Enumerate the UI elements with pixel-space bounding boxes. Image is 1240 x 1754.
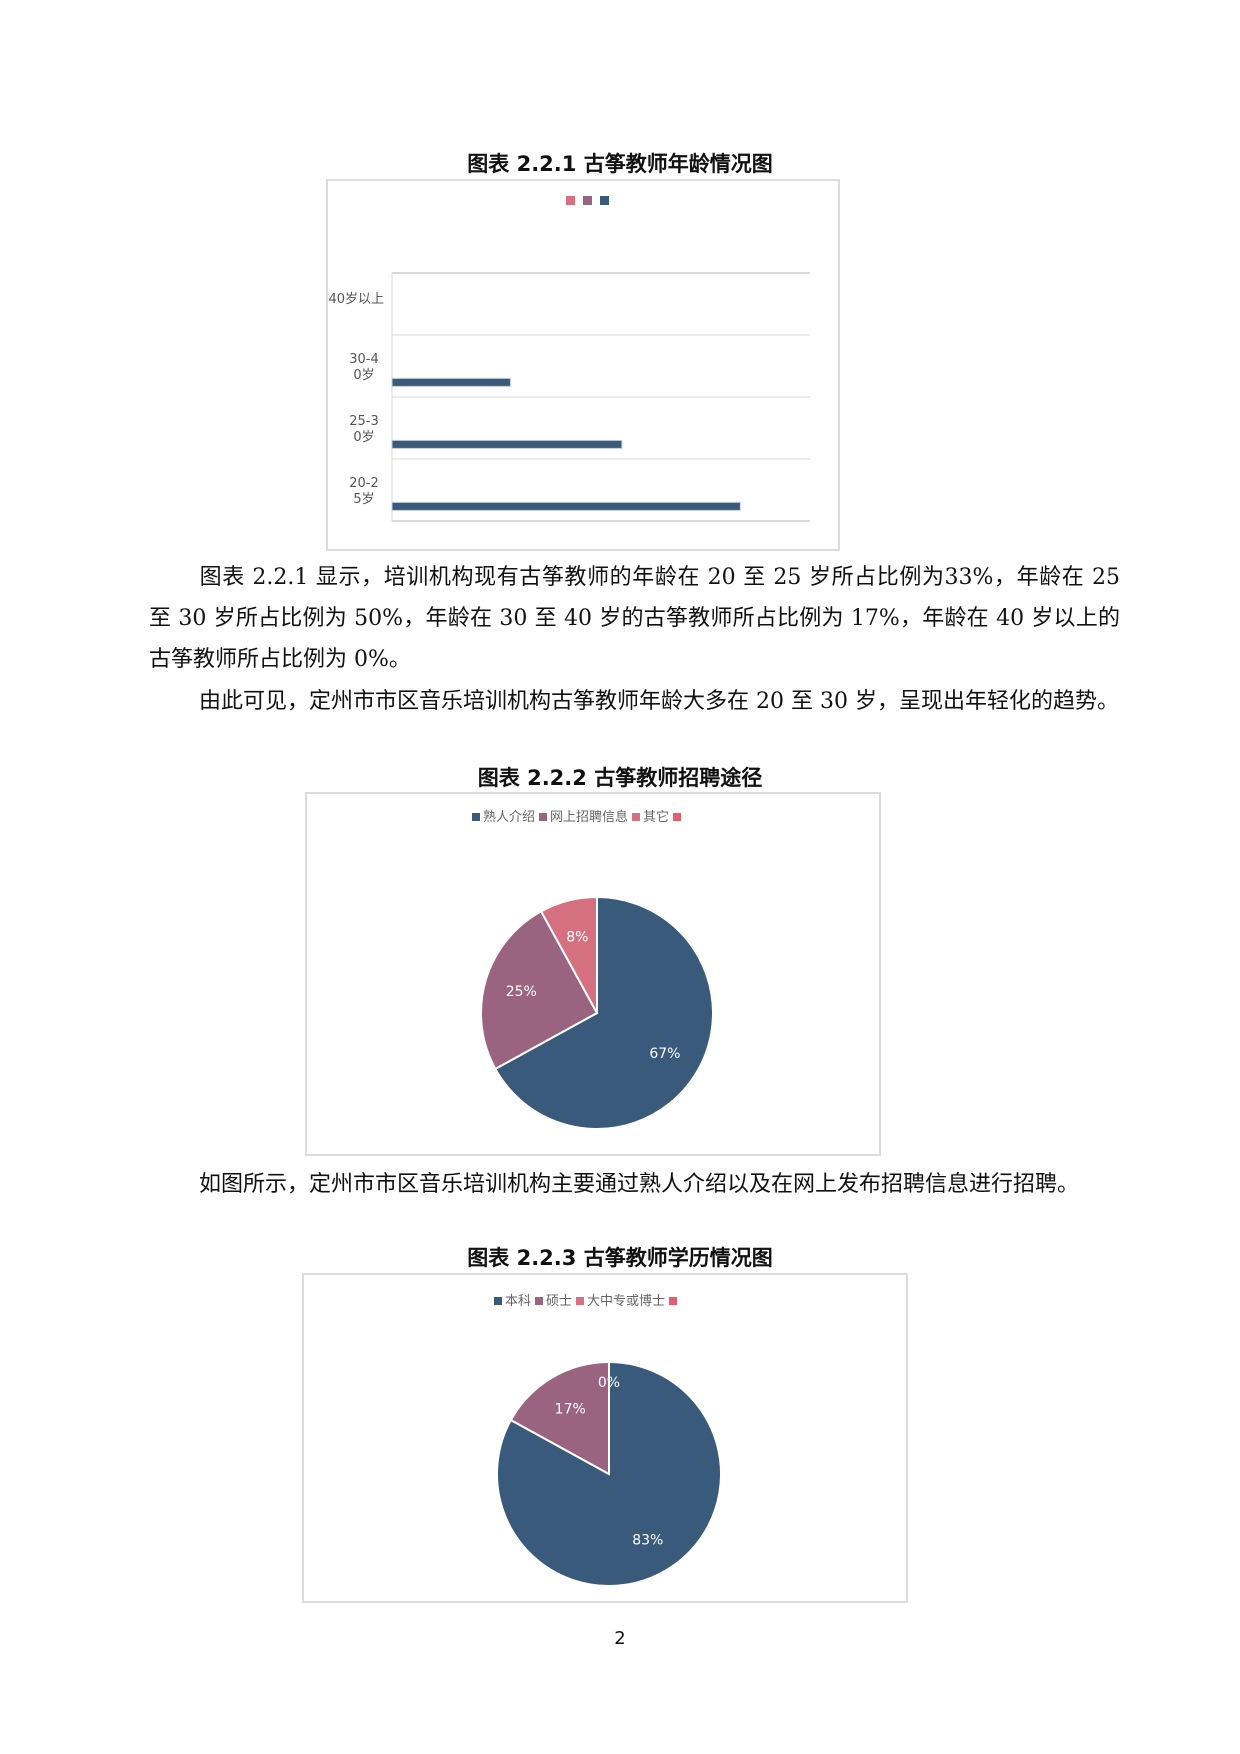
figure1-chart: 20-2 5岁 25-3 0岁 30-4 0岁 40岁以上 [326, 179, 840, 551]
data-label: 67% [649, 1046, 680, 1062]
data-label: 17% [555, 1401, 586, 1417]
pie-chart-education: 本科 硕士 大中专或博士 83% 17% 0% [494, 1294, 722, 1587]
legend-swatch [539, 813, 547, 821]
legend-label: 大中专或博士 [587, 1294, 665, 1309]
pie-slice [539, 895, 598, 1014]
pie-slice [509, 1360, 610, 1476]
data-label: 8% [566, 930, 588, 946]
category-label: 5岁 [353, 492, 374, 507]
data-label: 25% [506, 984, 537, 1000]
legend-swatch [583, 196, 592, 205]
legend-label: 网上招聘信息 [550, 809, 628, 825]
legend-swatch [673, 813, 681, 821]
category-label: 0岁 [353, 430, 374, 445]
category-label: 30-4 [349, 352, 379, 367]
paragraph-1: 图表 2.2.1 显示，培训机构现有古筝教师的年龄在 20 至 25 岁所占比例… [149, 557, 1120, 680]
data-label: 0% [598, 1375, 620, 1391]
bar [391, 377, 511, 387]
figure1-caption: 图表 2.2.1 古筝教师年龄情况图 [467, 152, 773, 176]
paragraph-3: 如图所示，定州市市区音乐培训机构主要通过熟人介绍以及在网上发布招聘信息进行招聘。 [149, 1164, 1120, 1205]
legend-label: 硕士 [546, 1294, 572, 1309]
bar [391, 439, 623, 449]
figure3-chart: 本科 硕士 大中专或博士 83% 17% 0% [302, 1273, 908, 1603]
category-label: 40岁以上 [328, 292, 384, 307]
pie-chart-recruitment: 熟人介绍 网上招聘信息 其它 67% 25% 8% [472, 809, 714, 1130]
paragraph-3-text: 如图所示，定州市市区音乐培训机构主要通过熟人介绍以及在网上发布招聘信息进行招聘。 [199, 1172, 1080, 1197]
pie-slice [493, 895, 714, 1130]
legend-label: 本科 [505, 1294, 531, 1309]
legend-swatch [669, 1297, 677, 1305]
legend-swatch [566, 196, 575, 205]
legend-swatch [535, 1297, 543, 1305]
category-label: 20-2 [349, 476, 379, 491]
legend-swatch [472, 813, 480, 821]
paragraph-2-text: 由此可见，定州市市区音乐培训机构古筝教师年龄大多在 20 至 30 岁，呈现出年… [199, 689, 1119, 714]
legend-label: 其它 [643, 809, 669, 825]
data-label: 83% [632, 1533, 663, 1549]
figure2-chart: 熟人介绍 网上招聘信息 其它 67% 25% 8% [305, 792, 881, 1156]
legend-label: 熟人介绍 [483, 809, 535, 825]
page-number: 2 [614, 1628, 626, 1649]
legend-swatch [576, 1297, 584, 1305]
category-label: 25-3 [349, 414, 379, 429]
legend-swatch [600, 196, 609, 205]
legend-swatch [632, 813, 640, 821]
figure3-caption: 图表 2.2.3 古筝教师学历情况图 [467, 1246, 773, 1270]
bar [391, 501, 741, 511]
figure2-caption: 图表 2.2.2 古筝教师招聘途径 [477, 766, 763, 790]
pie-slice [480, 909, 599, 1071]
paragraph-1-text: 图表 2.2.1 显示，培训机构现有古筝教师的年龄在 20 至 25 岁所占比例… [149, 565, 1120, 672]
legend-swatch [494, 1297, 502, 1305]
paragraph-2: 由此可见，定州市市区音乐培训机构古筝教师年龄大多在 20 至 30 岁，呈现出年… [149, 681, 1120, 722]
category-label: 0岁 [353, 368, 374, 383]
